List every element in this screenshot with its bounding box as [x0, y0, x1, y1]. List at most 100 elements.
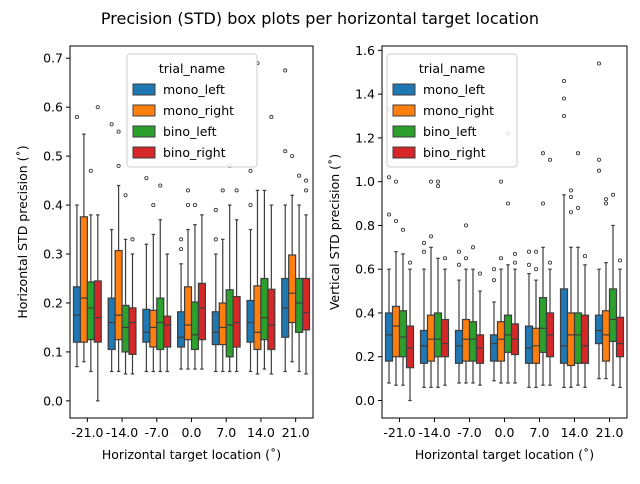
outlier-point — [421, 240, 427, 245]
box-mono_right--7.0 — [461, 223, 471, 384]
y-tick-label: 0.0 — [43, 393, 63, 408]
outlier-point — [95, 105, 100, 110]
outlier-point — [533, 267, 539, 272]
outlier-point — [561, 78, 567, 84]
box-iqr — [440, 318, 450, 358]
x-tick-label: 14.0 — [561, 425, 589, 440]
y-tick-label: 0.6 — [43, 100, 63, 115]
outlier-point — [428, 234, 434, 239]
x-tick-label: 7.0 — [530, 425, 550, 440]
outlier-point — [568, 194, 574, 200]
box-bino_right--21.0 — [405, 260, 415, 402]
x-tick-label: -14.0 — [418, 425, 450, 440]
outlier-point — [130, 237, 135, 242]
outlier-point — [283, 149, 288, 154]
outlier-point — [491, 278, 497, 283]
box-iqr — [225, 289, 234, 358]
box-iqr — [86, 281, 95, 341]
panel-vertical-precision: 0.0 0.2 0.4 0.6 0.8 1.0 1.2 1.4 1.6 -21.0 -14.0 -7.… — [327, 43, 628, 462]
x-tick-label: 0.0 — [495, 425, 515, 440]
legend-entry-bino_right: bino_right — [423, 145, 486, 160]
box-iqr — [295, 277, 304, 333]
legend-entry-mono_left: mono_left — [423, 82, 485, 97]
box-iqr — [615, 316, 625, 358]
x-tick-label: 21.0 — [596, 425, 624, 440]
outlier-point — [603, 201, 609, 206]
box-iqr — [580, 314, 590, 364]
outlier-point — [151, 203, 156, 208]
box-iqr — [288, 254, 297, 324]
box-iqr — [524, 325, 534, 364]
x-tick-label: 14.0 — [247, 425, 275, 440]
box-iqr — [72, 286, 82, 343]
outlier-point — [88, 168, 93, 173]
x-tick-label: 21.0 — [282, 425, 310, 440]
box-bino_right-7.0 — [232, 188, 241, 373]
outlier-point — [456, 249, 462, 254]
box-iqr — [218, 302, 227, 346]
outlier-point — [442, 256, 448, 261]
box-mono_right-0.0 — [183, 188, 193, 370]
outlier-point — [421, 249, 427, 254]
box-iqr — [121, 304, 130, 353]
box-iqr — [253, 285, 262, 351]
x-tick-label: -21.0 — [383, 425, 415, 440]
box-iqr — [163, 315, 172, 348]
box-bino_right--21.0 — [93, 105, 102, 402]
box-mono_right-7.0 — [531, 249, 541, 388]
box-mono_right--14.0 — [114, 129, 123, 373]
box-iqr — [232, 296, 241, 348]
box-iqr — [559, 288, 569, 364]
chart-title: Precision (STD) box plots per horizontal… — [101, 9, 539, 28]
box-bino_right--14.0 — [128, 237, 137, 375]
box-iqr — [301, 277, 311, 331]
outlier-point — [248, 203, 253, 208]
box-iqr — [601, 310, 611, 362]
box-iqr — [211, 311, 220, 346]
outlier-point — [248, 168, 253, 173]
box-bino_left-21.0 — [295, 173, 304, 373]
box-iqr — [79, 216, 88, 343]
outlier-point — [179, 247, 184, 252]
box-iqr — [475, 334, 485, 364]
box-iqr — [93, 280, 102, 343]
x-tick-label: -14.0 — [106, 425, 138, 440]
legend-entry-bino_left: bino_left — [163, 124, 217, 139]
outlier-point — [456, 262, 462, 267]
outlier-point — [220, 188, 225, 193]
box-iqr — [454, 329, 464, 364]
box-iqr — [267, 288, 276, 351]
box-iqr — [114, 250, 123, 341]
x-tick-label: 0.0 — [182, 425, 202, 440]
box-bino_left--14.0 — [433, 179, 443, 388]
box-iqr — [142, 308, 151, 343]
box-mono_left--7.0 — [142, 176, 151, 373]
outlier-point — [386, 175, 392, 180]
outlier-point — [74, 114, 79, 120]
box-iqr — [398, 310, 408, 358]
y-tick-label: 0.3 — [43, 247, 63, 262]
outlier-point — [617, 258, 623, 263]
box-bino_left-14.0 — [260, 189, 269, 370]
box-bino_right-14.0 — [267, 114, 276, 375]
box-bino_right-21.0 — [301, 178, 311, 375]
box-iqr — [594, 314, 604, 345]
box-bino_right--14.0 — [440, 256, 450, 386]
outlier-point — [158, 183, 163, 188]
box-iqr — [489, 334, 499, 362]
outlier-point — [498, 256, 504, 261]
box-mono_right--14.0 — [426, 179, 436, 388]
legend-entry-mono_right: mono_right — [163, 103, 234, 118]
box-bino_right-0.0 — [510, 251, 520, 384]
box-iqr — [156, 297, 165, 351]
outlier-point — [540, 201, 546, 206]
panel-horizontal-precision: 0.0 0.1 0.2 0.3 0.4 0.5 0.6 0.7 -21.0 -14.0 -7.0 0.… — [15, 45, 314, 462]
outlier-point — [561, 96, 567, 101]
outlier-point — [512, 260, 518, 265]
y-tick-label: 0.0 — [355, 393, 375, 408]
legend-entry-mono_left: mono_left — [163, 82, 225, 97]
legend-swatch-mono_right — [132, 104, 156, 117]
outlier-point — [505, 201, 511, 206]
